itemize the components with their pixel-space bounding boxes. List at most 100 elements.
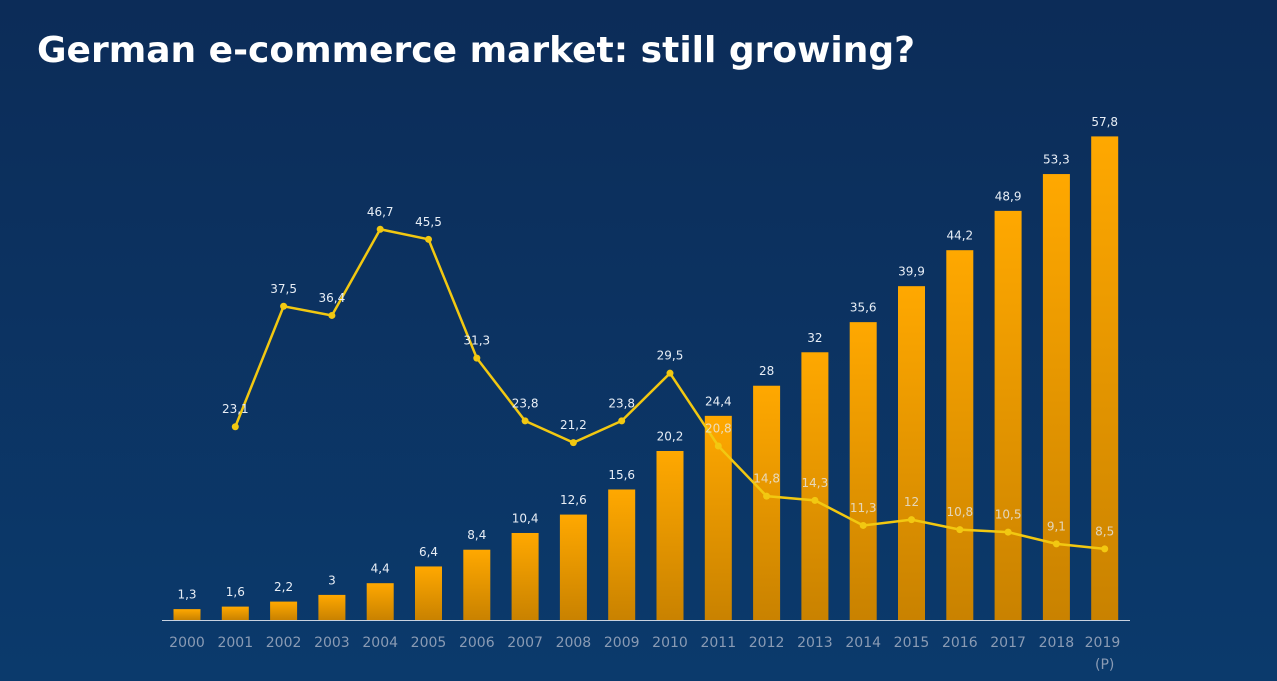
bar xyxy=(1042,174,1070,620)
bar xyxy=(173,609,201,620)
line-value-label: 45,5 xyxy=(415,215,442,229)
line-value-label: 14,3 xyxy=(802,476,829,490)
line-value-label: 10,8 xyxy=(946,505,973,519)
line-point xyxy=(231,423,239,431)
x-tick-label: 2005 xyxy=(411,635,447,651)
line-value-label: 8,5 xyxy=(1095,524,1114,538)
bar xyxy=(1091,136,1119,620)
line-point xyxy=(1052,540,1060,548)
x-tick-label: 2013 xyxy=(797,635,833,651)
x-tick-label: 2008 xyxy=(556,635,592,651)
bar xyxy=(366,583,394,620)
x-tick-label: 2010 xyxy=(652,635,688,651)
bar xyxy=(270,601,298,620)
line-value-label: 11,3 xyxy=(850,501,877,515)
bar-value-label: 3 xyxy=(328,573,336,587)
line-value-label: 21,2 xyxy=(560,418,587,432)
x-tick-label: 2015 xyxy=(894,635,930,651)
line-value-label: 37,5 xyxy=(270,282,297,296)
bar-value-label: 8,4 xyxy=(467,528,486,542)
bar xyxy=(898,286,925,620)
bar-value-label: 32 xyxy=(807,331,822,345)
x-tick-label: 2007 xyxy=(507,635,543,651)
x-tick-label: 2002 xyxy=(266,635,302,651)
line-value-label: 20,8 xyxy=(705,421,732,435)
line-point xyxy=(328,311,336,319)
bar xyxy=(946,250,974,620)
line-value-label: 23,8 xyxy=(608,396,635,410)
bar-value-label: 44,2 xyxy=(946,229,973,243)
line-value-label: 23,1 xyxy=(222,402,249,416)
x-tick-label: 2017 xyxy=(990,635,1026,651)
bar-value-label: 6,4 xyxy=(419,545,438,559)
bar-value-label: 20,2 xyxy=(657,429,684,443)
bar-value-label: 10,4 xyxy=(512,511,539,525)
line-point xyxy=(521,417,529,425)
line-point xyxy=(956,526,964,534)
bar xyxy=(849,322,877,620)
bar xyxy=(801,352,829,620)
line-point xyxy=(666,369,674,377)
x-tick-label: 2016 xyxy=(942,635,978,651)
line-value-label: 31,3 xyxy=(463,334,490,348)
bar-value-label: 53,3 xyxy=(1043,153,1070,167)
line-point xyxy=(473,354,481,362)
bar xyxy=(559,514,587,620)
bar xyxy=(704,415,732,620)
bar xyxy=(511,532,539,620)
bar xyxy=(753,385,781,620)
bar-value-label: 28 xyxy=(759,364,774,378)
x-tick-label: 2019 (P) xyxy=(1085,635,1125,673)
line-point xyxy=(280,302,288,310)
line-value-label: 29,5 xyxy=(657,349,684,363)
bar-value-label: 15,6 xyxy=(608,468,635,482)
x-tick-label: 2006 xyxy=(459,635,495,651)
x-tick-label: 2004 xyxy=(362,635,398,651)
bar xyxy=(994,210,1022,620)
x-tick-label: 2011 xyxy=(700,635,736,651)
chart-title: German e-commerce market: still growing? xyxy=(37,30,915,71)
line-point xyxy=(714,442,722,450)
bar xyxy=(221,606,249,620)
line-point xyxy=(811,496,819,504)
bar-value-label: 35,6 xyxy=(850,301,877,315)
line-value-label: 23,8 xyxy=(512,396,539,410)
x-tick-label: 2003 xyxy=(314,635,350,651)
line-value-label: 46,7 xyxy=(367,205,394,219)
line-point xyxy=(618,417,626,425)
x-tick-label: 2000 xyxy=(169,635,205,651)
bar xyxy=(415,566,442,620)
bar-value-label: 1,3 xyxy=(177,588,196,602)
bar xyxy=(463,549,491,620)
line-value-label: 36,4 xyxy=(319,291,346,305)
bar-value-label: 57,8 xyxy=(1091,115,1118,129)
line-point xyxy=(376,225,384,233)
line-value-label: 14,8 xyxy=(753,472,780,486)
x-tick-label: 2014 xyxy=(845,635,881,651)
line-value-label: 12 xyxy=(904,495,919,509)
line-point xyxy=(425,235,432,243)
bar-value-label: 24,4 xyxy=(705,394,732,408)
bar-value-label: 48,9 xyxy=(995,189,1022,203)
x-tick-label: 2018 xyxy=(1039,635,1075,651)
line-point xyxy=(1004,528,1012,536)
x-tick-label: 2012 xyxy=(749,635,785,651)
line-point xyxy=(859,521,867,529)
line-point xyxy=(1101,545,1109,553)
bar-value-label: 2,2 xyxy=(274,580,293,594)
line-point xyxy=(569,439,577,447)
line-point xyxy=(763,492,771,500)
bar-value-label: 1,6 xyxy=(226,585,245,599)
line-point xyxy=(908,516,915,524)
bar xyxy=(656,450,684,620)
bar-value-label: 12,6 xyxy=(560,493,587,507)
x-tick-label: 2009 xyxy=(604,635,640,651)
bar xyxy=(318,594,346,620)
bar-value-label: 4,4 xyxy=(371,562,390,576)
x-tick-label: 2001 xyxy=(217,635,253,651)
line-value-label: 9,1 xyxy=(1047,519,1066,533)
bar-value-label: 39,9 xyxy=(898,265,925,279)
bar xyxy=(608,489,636,620)
